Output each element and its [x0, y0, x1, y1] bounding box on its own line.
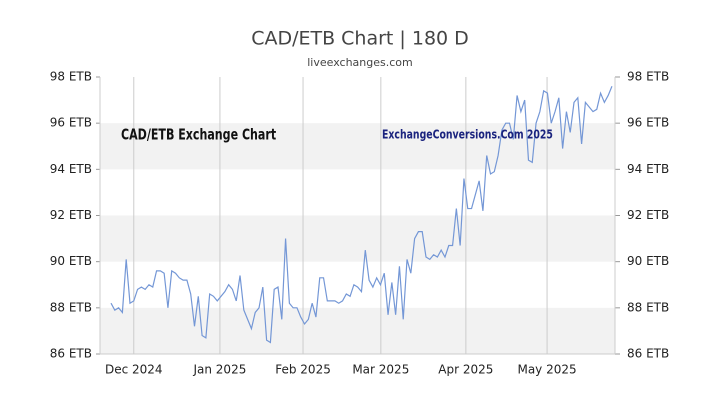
y-tick-label: 96 ETB — [50, 116, 92, 130]
chart-title: CAD/ETB Chart | 180 D — [251, 28, 469, 50]
y-tick-label: 86 ETB — [50, 347, 92, 361]
x-tick-label: Feb 2025 — [275, 363, 331, 377]
y-tick-label: 90 ETB — [50, 254, 92, 268]
x-tick-label: Apr 2025 — [438, 363, 493, 377]
chart-subtitle: liveexchanges.com — [307, 56, 412, 69]
watermark: ExchangeConversions.Com 2025 — [382, 127, 553, 141]
y2-tick-label: 88 ETB — [627, 300, 669, 314]
y2-tick-label: 90 ETB — [627, 254, 669, 268]
grid-band — [100, 307, 615, 354]
grid-band — [100, 215, 615, 262]
y-tick-label: 94 ETB — [50, 162, 92, 176]
x-tick-label: May 2025 — [517, 363, 576, 377]
grid-band — [100, 123, 615, 170]
x-tick-label: Jan 2025 — [192, 363, 246, 377]
y-tick-label: 98 ETB — [50, 70, 92, 84]
x-tick-label: Mar 2025 — [352, 363, 409, 377]
y2-tick-label: 94 ETB — [627, 162, 669, 176]
y2-tick-label: 86 ETB — [627, 347, 669, 361]
y2-tick-label: 96 ETB — [627, 116, 669, 130]
x-tick-label: Dec 2024 — [105, 363, 163, 377]
watermark: CAD/ETB Exchange Chart — [121, 126, 276, 143]
line-series — [110, 86, 613, 344]
y-tick-label: 88 ETB — [50, 300, 92, 314]
y2-tick-label: 92 ETB — [627, 208, 669, 222]
y2-tick-label: 98 ETB — [627, 70, 669, 84]
y-tick-label: 92 ETB — [50, 208, 92, 222]
plot-area: 86 ETB 88 ETB 90 ETB 92 ETB 94 ETB 96 ETB 98 E… — [50, 70, 669, 377]
